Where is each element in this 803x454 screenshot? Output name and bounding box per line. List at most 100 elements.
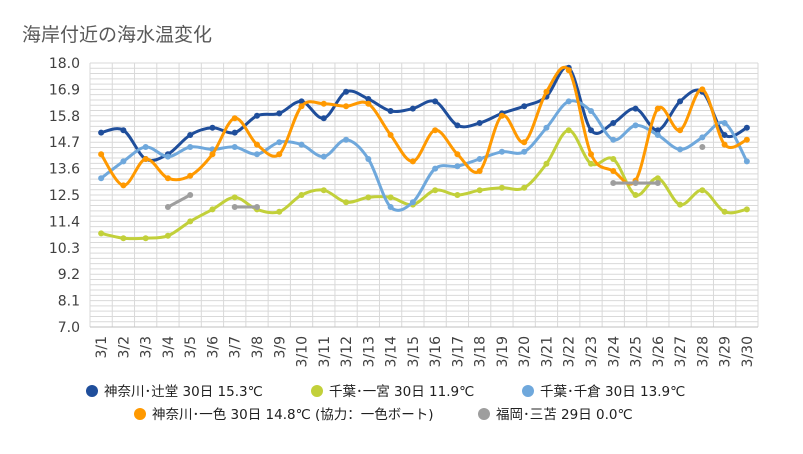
data-point	[654, 127, 661, 134]
data-point	[209, 151, 216, 158]
data-point	[721, 208, 728, 215]
x-tick-label: 3/6	[205, 336, 221, 359]
data-point	[610, 120, 617, 126]
x-tick-label: 3/25	[629, 336, 645, 367]
data-point	[231, 115, 238, 122]
data-point	[610, 156, 617, 162]
legend-swatch	[522, 385, 534, 397]
data-point	[521, 139, 528, 146]
data-point	[187, 172, 194, 179]
data-point	[254, 141, 260, 148]
data-point	[231, 144, 238, 150]
data-point	[432, 98, 439, 105]
data-point	[387, 204, 394, 210]
data-point	[254, 204, 260, 210]
data-point	[142, 144, 149, 150]
y-tick-label: 11.4	[49, 214, 80, 230]
data-point	[98, 230, 105, 237]
data-point	[677, 98, 684, 105]
data-point	[142, 235, 149, 242]
data-point	[343, 88, 350, 95]
data-point	[209, 124, 216, 131]
y-tick-label: 13.6	[49, 162, 80, 178]
data-point	[343, 136, 350, 143]
data-point	[276, 110, 283, 117]
data-point	[721, 132, 728, 138]
x-tick-label: 3/8	[250, 336, 266, 359]
grid-lines	[89, 62, 759, 328]
y-tick-label: 15.8	[49, 109, 80, 125]
x-tick-label: 3/19	[495, 336, 511, 367]
x-tick-label: 3/22	[562, 336, 578, 367]
data-point	[476, 156, 483, 162]
data-point	[721, 120, 728, 126]
data-point	[610, 168, 617, 174]
data-point	[743, 158, 750, 165]
data-point	[654, 132, 661, 138]
data-point	[632, 192, 639, 198]
data-point	[610, 136, 617, 143]
data-point	[209, 206, 216, 213]
data-point	[476, 168, 483, 174]
data-point	[476, 187, 483, 194]
legend-item-3: 千葉･千倉 30日 13.9℃	[522, 384, 685, 400]
data-point	[677, 146, 684, 153]
data-point	[320, 187, 327, 194]
series-lines	[98, 64, 750, 242]
data-point	[276, 208, 283, 215]
legend-item-5: 福岡･三苫 29日 0.0℃	[478, 406, 633, 423]
data-point	[654, 175, 661, 182]
data-point	[743, 124, 750, 131]
x-axis-ticks: 3/1 3/2 3/3 3/4 3/5 3/6 3/7 3/8 3/9 3/10 3/11 3/12 3…	[94, 336, 756, 368]
x-tick-label: 3/24	[606, 336, 622, 368]
x-tick-label: 3/16	[428, 336, 444, 368]
legend-label: 神奈川･辻堂 30日 15.3℃	[104, 384, 263, 400]
legend-swatch	[478, 408, 490, 420]
data-point	[187, 144, 194, 150]
x-tick-label: 3/13	[361, 336, 377, 367]
x-tick-label: 3/20	[517, 336, 533, 367]
data-point	[409, 105, 416, 112]
data-point	[387, 108, 394, 114]
data-point	[320, 115, 327, 122]
x-tick-label: 3/23	[584, 336, 600, 367]
data-point	[498, 184, 505, 191]
data-point	[565, 127, 572, 134]
data-point	[365, 96, 372, 102]
data-point	[454, 122, 461, 129]
data-point	[610, 180, 617, 186]
data-point	[721, 141, 728, 148]
data-point	[699, 86, 706, 93]
y-tick-label: 9.2	[58, 267, 80, 283]
y-axis-ticks: 18.0 16.9 15.8 14.7 13.6 12.5 11.4 10.3 9.2 8.1 7.…	[49, 56, 80, 336]
data-point	[454, 192, 461, 198]
y-tick-label: 18.0	[49, 56, 80, 72]
x-tick-label: 3/7	[228, 336, 244, 359]
data-point	[254, 112, 260, 119]
data-point	[187, 192, 194, 198]
x-tick-label: 3/15	[406, 336, 422, 367]
data-point	[543, 88, 550, 95]
legend-label: 福岡･三苫 29日 0.0℃	[496, 406, 633, 423]
x-tick-label: 3/1	[94, 336, 110, 359]
y-tick-label: 16.9	[49, 82, 80, 98]
data-point	[365, 100, 372, 107]
x-tick-label: 3/4	[161, 336, 177, 359]
data-point	[521, 184, 528, 191]
data-point	[521, 103, 528, 110]
data-point	[565, 98, 572, 105]
data-point	[142, 156, 149, 162]
legend-swatch	[86, 385, 98, 397]
data-point	[498, 112, 505, 119]
data-point	[409, 199, 416, 206]
data-point	[432, 165, 439, 172]
x-tick-label: 3/17	[450, 336, 466, 367]
data-point	[543, 124, 550, 131]
data-point	[699, 187, 706, 194]
y-tick-label: 8.1	[58, 294, 80, 310]
data-point	[432, 127, 439, 134]
data-point	[632, 180, 639, 186]
data-point	[98, 129, 105, 136]
x-tick-label: 3/9	[272, 336, 288, 359]
